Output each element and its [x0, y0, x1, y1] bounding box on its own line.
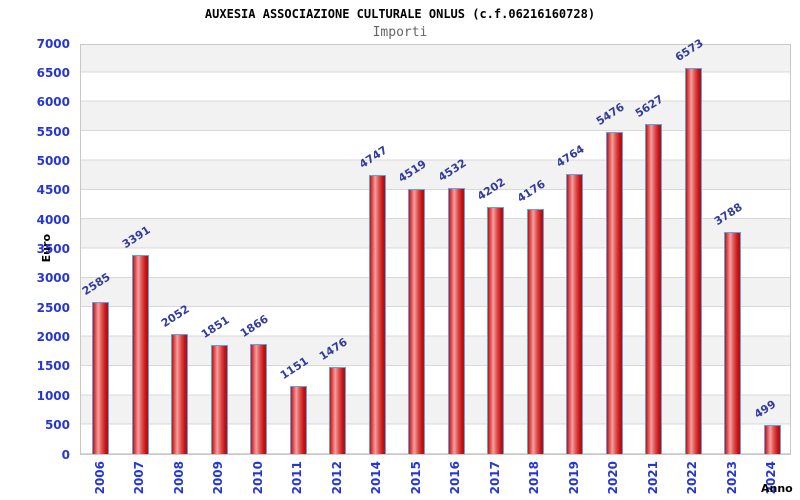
y-tick-6000: 6000	[36, 95, 70, 110]
bar-2011	[289, 386, 307, 454]
bar-value-2012: 1476	[317, 335, 350, 364]
y-tick-3000: 3000	[36, 271, 70, 286]
bar-value-2007: 3391	[119, 223, 153, 251]
bar-2014	[368, 175, 386, 454]
x-tick-2015: 2015	[408, 461, 423, 495]
bar-2017	[487, 207, 505, 454]
bar-value-2017: 4202	[475, 175, 508, 204]
bar-2015	[408, 188, 426, 454]
x-axis-category-labels: 2006 2007 2008 2009 2010 2011 2012 2014 2015 2016…	[80, 459, 791, 499]
y-tick-4000: 4000	[36, 212, 70, 227]
y-tick-2000: 2000	[36, 330, 70, 345]
y-tick-1000: 1000	[36, 388, 70, 403]
y-tick-1500: 1500	[36, 359, 70, 374]
bar-value-2021: 5627	[633, 92, 666, 120]
x-tick-2010: 2010	[250, 461, 265, 495]
y-tick-2500: 2500	[36, 300, 70, 315]
bar-2024	[763, 424, 781, 454]
bar-2012	[329, 367, 347, 454]
x-tick-2008: 2008	[171, 461, 186, 495]
x-tick-2006: 2006	[92, 461, 107, 495]
x-tick-2022: 2022	[685, 461, 700, 495]
bar-2018	[526, 208, 544, 454]
bar-2023	[724, 231, 742, 454]
y-tick-4500: 4500	[36, 183, 70, 198]
bar-2009	[210, 345, 228, 454]
x-tick-2020: 2020	[606, 461, 621, 495]
x-tick-2011: 2011	[290, 461, 305, 495]
x-tick-2019: 2019	[566, 461, 581, 495]
bar-2006	[92, 302, 110, 454]
bar-value-2016: 4532	[435, 156, 469, 184]
bar-2007	[131, 254, 149, 454]
plot-area: 2585 3391 2052 1851 1866 1151 1476 4747 4519 4532…	[80, 36, 791, 455]
bar-value-2008: 2052	[159, 301, 192, 330]
y-tick-7000: 7000	[36, 36, 70, 51]
x-tick-2012: 2012	[329, 461, 344, 495]
y-tick-0: 0	[61, 447, 70, 462]
bar-value-2009: 1851	[198, 313, 232, 342]
bar-value-2015: 4519	[396, 157, 429, 185]
bar-2019	[566, 174, 584, 454]
bar-2021	[645, 123, 663, 454]
y-tick-5500: 5500	[36, 124, 70, 139]
y-tick-6500: 6500	[36, 65, 70, 80]
bar-value-2024: 499	[751, 397, 779, 421]
bar-value-2014: 4747	[356, 143, 390, 172]
bar-value-2020: 5476	[593, 100, 627, 129]
bar-2022	[684, 68, 702, 454]
y-tick-5000: 5000	[36, 153, 70, 168]
bar-2020	[605, 132, 623, 454]
x-tick-2009: 2009	[211, 461, 226, 495]
x-tick-2018: 2018	[527, 461, 542, 495]
bar-2010	[250, 344, 268, 454]
bar-value-2018: 4176	[514, 177, 548, 205]
bar-value-2006: 2585	[80, 270, 113, 299]
x-tick-2016: 2016	[448, 461, 463, 495]
bar-value-2023: 3788	[712, 200, 745, 228]
chart-title: AUXESIA ASSOCIAZIONE CULTURALE ONLUS (c.…	[204, 7, 596, 21]
y-axis-ticks: 0 500 1000 1500 2000 2500 3000 3500 4000 4500 5000…	[0, 37, 74, 462]
bar-2016	[447, 187, 465, 454]
bar-value-2011: 1151	[277, 354, 311, 383]
bar-value-2019: 4764	[554, 142, 587, 171]
x-tick-2017: 2017	[487, 461, 502, 495]
bar-value-2022: 6573	[672, 36, 706, 65]
x-tick-2014: 2014	[369, 461, 384, 495]
y-tick-3500: 3500	[36, 242, 70, 256]
chart-subtitle: Importi	[372, 25, 428, 40]
x-tick-2023: 2023	[724, 461, 739, 495]
bar-value-2010: 1866	[238, 312, 271, 341]
x-tick-2021: 2021	[645, 461, 660, 495]
bar-2008	[171, 333, 189, 454]
x-tick-2007: 2007	[132, 461, 147, 495]
y-tick-500: 500	[44, 418, 70, 433]
x-axis-label: Anno	[761, 482, 793, 495]
